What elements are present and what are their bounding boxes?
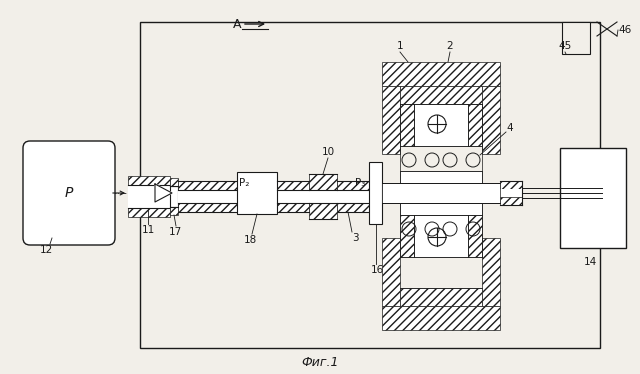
Bar [500,189,522,197]
Bar [382,238,400,306]
Text: P₃: P₃ [355,178,365,188]
Bar [178,181,237,190]
Text: Фиг.1: Фиг.1 [301,356,339,370]
Bar [140,22,600,348]
Text: 45: 45 [558,41,572,51]
Bar [178,190,237,203]
Bar [382,86,400,154]
Text: 14: 14 [584,257,596,267]
Bar [309,174,337,190]
Text: 46: 46 [618,25,632,35]
Bar [382,306,500,330]
Bar [128,176,170,185]
Bar [400,215,414,257]
Bar [277,203,309,212]
Bar [560,148,626,248]
Text: 4: 4 [507,123,513,133]
Bar [237,172,277,214]
Text: A: A [233,18,241,31]
Bar [500,197,522,205]
Bar [337,190,369,203]
Bar [170,207,178,215]
Bar [400,171,482,215]
Text: 1: 1 [397,41,403,51]
Bar [468,104,482,146]
Bar [309,203,337,219]
Bar [400,288,482,306]
Bar [500,181,522,189]
Bar [414,215,468,257]
Text: P₂: P₂ [239,178,249,188]
Bar [337,181,369,190]
Text: 17: 17 [168,227,182,237]
Bar [178,203,237,212]
Bar [309,190,337,203]
Bar [170,186,178,207]
Text: 11: 11 [141,225,155,235]
Text: 12: 12 [40,245,52,255]
Bar [128,185,170,208]
Text: 16: 16 [371,265,383,275]
Bar [414,104,468,146]
Bar [468,215,482,257]
Text: 3: 3 [352,233,358,243]
Bar [482,86,500,154]
Polygon shape [155,184,172,202]
Text: P: P [65,186,73,200]
Text: 2: 2 [447,41,453,51]
Bar [400,104,414,146]
Bar [400,86,482,104]
Bar [382,183,500,203]
Bar [482,238,500,306]
FancyBboxPatch shape [23,141,115,245]
Bar [562,22,590,54]
Bar [382,62,500,86]
Text: 10: 10 [321,147,335,157]
Bar [337,203,369,212]
Bar [277,190,309,203]
Bar [277,181,309,190]
Bar [170,178,178,186]
Bar [128,208,170,217]
Bar [369,162,382,224]
Text: 18: 18 [243,235,257,245]
